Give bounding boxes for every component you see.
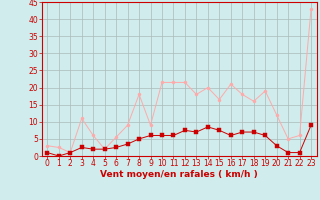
X-axis label: Vent moyen/en rafales ( km/h ): Vent moyen/en rafales ( km/h ) (100, 170, 258, 179)
